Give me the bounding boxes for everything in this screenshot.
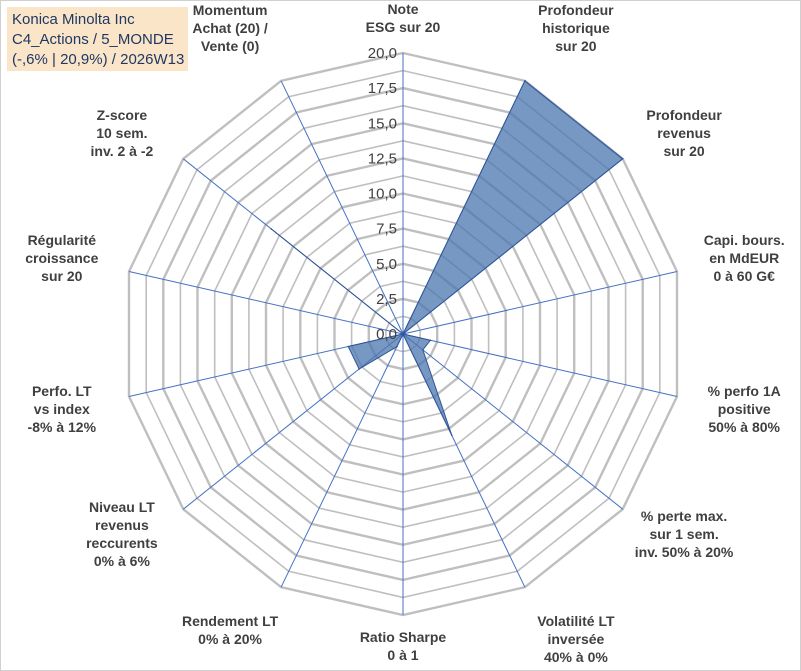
data-point [347, 345, 350, 348]
axis-spoke [402, 333, 678, 397]
axis-label-line: -8% à 12% [28, 419, 97, 435]
chart-title-box: Konica Minolta Inc C4_Actions / 5_MONDE … [7, 7, 188, 71]
axis-label-line: Vente (0) [201, 38, 259, 54]
axis-label-line: ESG sur 20 [366, 19, 441, 35]
data-point [396, 345, 398, 348]
axis-label-line: Capi. bours. [704, 232, 785, 248]
axis-labels: Note ESG sur 20 Profondeur historique sur 20… [25, 1, 784, 665]
axis-spoke [280, 80, 404, 335]
data-layer [270, 80, 624, 437]
tick-label: 0,0 [376, 326, 397, 343]
data-point [422, 349, 424, 351]
axis-label-line: 0% à 6% [94, 553, 151, 569]
axis-label-line: 10 sem. [96, 125, 147, 141]
tick-label: 17,5 [368, 80, 397, 97]
axis-label-line: inversée [547, 631, 604, 647]
axis-label-line: sur 20 [663, 143, 704, 159]
axis-label-line: historique [542, 20, 610, 36]
tick-label: 7,5 [376, 221, 397, 238]
data-point [402, 333, 404, 335]
axis-spoke [402, 271, 678, 335]
tick-labels: 0,0 2,5 5,0 7,5 10,0 12,5 15,0 17,5 20,0 [368, 45, 397, 343]
axis-label-line: % perte max. [641, 508, 727, 524]
axis-label-line: 0 à 1 [387, 647, 418, 663]
axis-label-line: en MdEUR [709, 250, 779, 266]
axis-label-line: % perfo 1A [708, 383, 781, 399]
axis-label-line: Niveau LT [89, 499, 155, 515]
data-point [270, 228, 273, 230]
axis-label-line: Rendement LT [182, 613, 279, 629]
axis-spoke [280, 333, 404, 588]
axis-label-line: inv. 50% à 20% [635, 544, 734, 560]
tick-label: 12,5 [368, 150, 397, 167]
axis-label-line: croissance [25, 250, 98, 266]
axis-label-line: Momentum [193, 2, 268, 18]
axis-label-line: sur 1 sem. [649, 526, 718, 542]
tick-label: 10,0 [368, 186, 397, 203]
axis-label-line: reccurents [86, 535, 158, 551]
axis-label-line: Régularité [28, 232, 97, 248]
company-name: Konica Minolta Inc [12, 11, 135, 28]
tick-label: 15,0 [368, 115, 397, 132]
axis-label-line: Note [387, 1, 418, 17]
data-series-area [270, 80, 624, 436]
axis-label-line: revenus [95, 517, 149, 533]
axis-label-line: sur 20 [41, 268, 82, 284]
tick-label: 2,5 [376, 291, 397, 308]
axis-label-line: inv. 2 à -2 [91, 143, 154, 159]
axis-label-line: vs index [34, 401, 90, 417]
axis-spoke [402, 333, 624, 510]
axis-label-line: Profondeur [538, 2, 614, 18]
axis-label-line: Profondeur [646, 107, 722, 123]
portfolio-name: C4_Actions / 5_MONDE [12, 31, 174, 48]
data-point [358, 368, 360, 370]
axis-label-line: 0% à 20% [198, 631, 262, 647]
data-point [621, 158, 624, 160]
axis-label-line: 0 à 60 G€ [713, 268, 775, 284]
data-point [451, 434, 453, 437]
data-point [524, 80, 526, 82]
axis-label-line: Achat (20) / [192, 20, 268, 36]
axis-label-line: positive [718, 401, 771, 417]
axis-label-line: 40% à 0% [544, 649, 608, 665]
axis-label-line: revenus [657, 125, 711, 141]
performance-week: (-,6% | 20,9%) / 2026W13 [12, 51, 185, 68]
data-point [429, 339, 432, 342]
axis-label-line: Ratio Sharpe [360, 629, 447, 645]
tick-label: 5,0 [376, 256, 397, 273]
axis-label-line: Volatilité LT [537, 613, 615, 629]
axis-label-line: sur 20 [555, 38, 596, 54]
axis-label-line: Perfo. LT [32, 383, 92, 399]
tick-label: 20,0 [368, 45, 397, 62]
axis-label-line: 50% à 80% [708, 419, 780, 435]
axis-spoke [128, 271, 404, 335]
axis-label-line: Z-score [97, 107, 148, 123]
